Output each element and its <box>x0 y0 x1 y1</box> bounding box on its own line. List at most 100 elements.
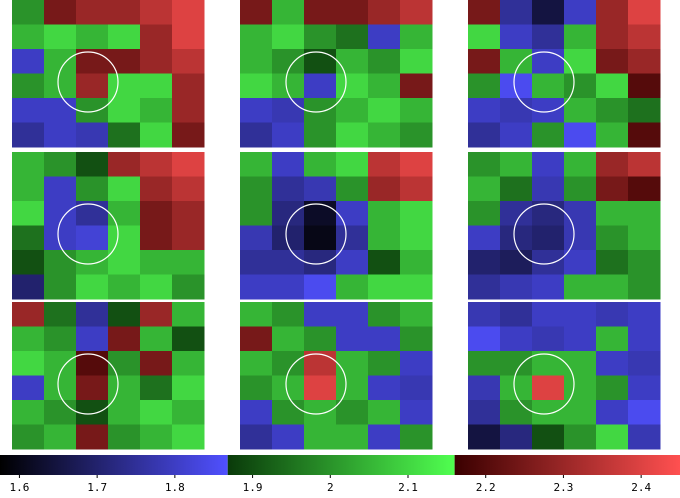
heat-cell <box>140 49 173 74</box>
heat-cell <box>108 250 141 275</box>
heat-cell <box>240 400 273 425</box>
heat-cell <box>140 73 173 99</box>
heat-cell <box>12 250 45 275</box>
heat-cell <box>172 400 205 425</box>
heat-cell <box>108 225 141 251</box>
heat-cell <box>368 274 401 300</box>
heat-cell <box>500 302 533 327</box>
heat-cell <box>500 424 533 450</box>
heat-cell <box>172 225 205 251</box>
heat-cell <box>304 326 337 352</box>
heat-cell <box>500 0 533 25</box>
heat-cell <box>468 274 501 300</box>
heat-cell <box>336 98 369 123</box>
heat-cell <box>368 122 401 148</box>
heat-cell <box>400 98 433 123</box>
heat-cell <box>468 351 501 376</box>
heat-cell <box>172 201 205 226</box>
heat-cell <box>172 152 205 177</box>
heat-cell <box>140 24 173 50</box>
heat-cell <box>140 274 173 300</box>
colorbar-tick-label: 2.1 <box>398 481 418 494</box>
heat-cell <box>596 49 629 74</box>
heat-cell <box>272 274 305 300</box>
heat-cell <box>564 375 597 401</box>
heat-cell <box>240 250 273 275</box>
heat-cell <box>108 122 141 148</box>
heat-cell <box>596 201 629 226</box>
heat-cell <box>272 250 305 275</box>
heat-cell <box>532 225 565 251</box>
heat-cell <box>468 98 501 123</box>
heat-cell <box>468 400 501 425</box>
heat-cell <box>564 274 597 300</box>
heat-cell <box>400 424 433 450</box>
heat-cell <box>304 122 337 148</box>
heat-cell <box>368 98 401 123</box>
heat-cell <box>12 0 45 25</box>
heat-cell <box>304 274 337 300</box>
heat-cell <box>400 0 433 25</box>
heat-cell <box>140 98 173 123</box>
heat-cell <box>172 424 205 450</box>
heat-cell <box>336 326 369 352</box>
heat-cell <box>240 351 273 376</box>
heat-cell <box>304 0 337 25</box>
heat-cell <box>628 250 661 275</box>
heat-cell <box>532 274 565 300</box>
colorbar-tick-label: 1.8 <box>165 481 185 494</box>
heat-cell <box>368 73 401 99</box>
panel <box>468 0 661 148</box>
heat-cell <box>304 302 337 327</box>
heat-cell <box>12 49 45 74</box>
heat-cell <box>336 274 369 300</box>
heat-cell <box>368 302 401 327</box>
heat-cell <box>532 424 565 450</box>
heat-cell <box>336 375 369 401</box>
heat-cell <box>628 122 661 148</box>
heat-cell <box>76 424 109 450</box>
heat-cell <box>108 326 141 352</box>
heat-cell <box>336 73 369 99</box>
heat-cell <box>564 49 597 74</box>
heat-cell <box>564 152 597 177</box>
heat-cell <box>368 201 401 226</box>
heat-cell <box>240 98 273 123</box>
heat-cell <box>272 176 305 202</box>
heat-cell <box>368 351 401 376</box>
heat-cell <box>108 49 141 74</box>
heat-cell <box>532 250 565 275</box>
panel <box>468 302 661 450</box>
heat-cell <box>76 375 109 401</box>
heat-cell <box>44 400 77 425</box>
heat-cell <box>468 152 501 177</box>
heat-cell <box>596 302 629 327</box>
heat-cell <box>12 176 45 202</box>
aperture-circle <box>57 51 119 113</box>
heat-cell <box>76 176 109 202</box>
heat-cell <box>564 351 597 376</box>
heat-cell <box>400 400 433 425</box>
heat-cell <box>12 326 45 352</box>
heat-cell <box>336 0 369 25</box>
heat-cell <box>336 424 369 450</box>
heat-cell <box>304 250 337 275</box>
heat-cell <box>564 201 597 226</box>
heat-cell <box>12 201 45 226</box>
heat-cell <box>368 225 401 251</box>
heat-cell <box>12 73 45 99</box>
heat-cell <box>532 98 565 123</box>
colorbar-tick-label: 2.4 <box>631 481 651 494</box>
heat-cell <box>596 122 629 148</box>
heat-cell <box>140 302 173 327</box>
heat-cell <box>468 73 501 99</box>
heat-cell <box>468 201 501 226</box>
heat-cell <box>500 250 533 275</box>
heat-cell <box>76 122 109 148</box>
heat-cell <box>564 424 597 450</box>
heat-cell <box>76 274 109 300</box>
heat-cell <box>12 274 45 300</box>
heat-cell <box>336 302 369 327</box>
heat-cell <box>76 0 109 25</box>
